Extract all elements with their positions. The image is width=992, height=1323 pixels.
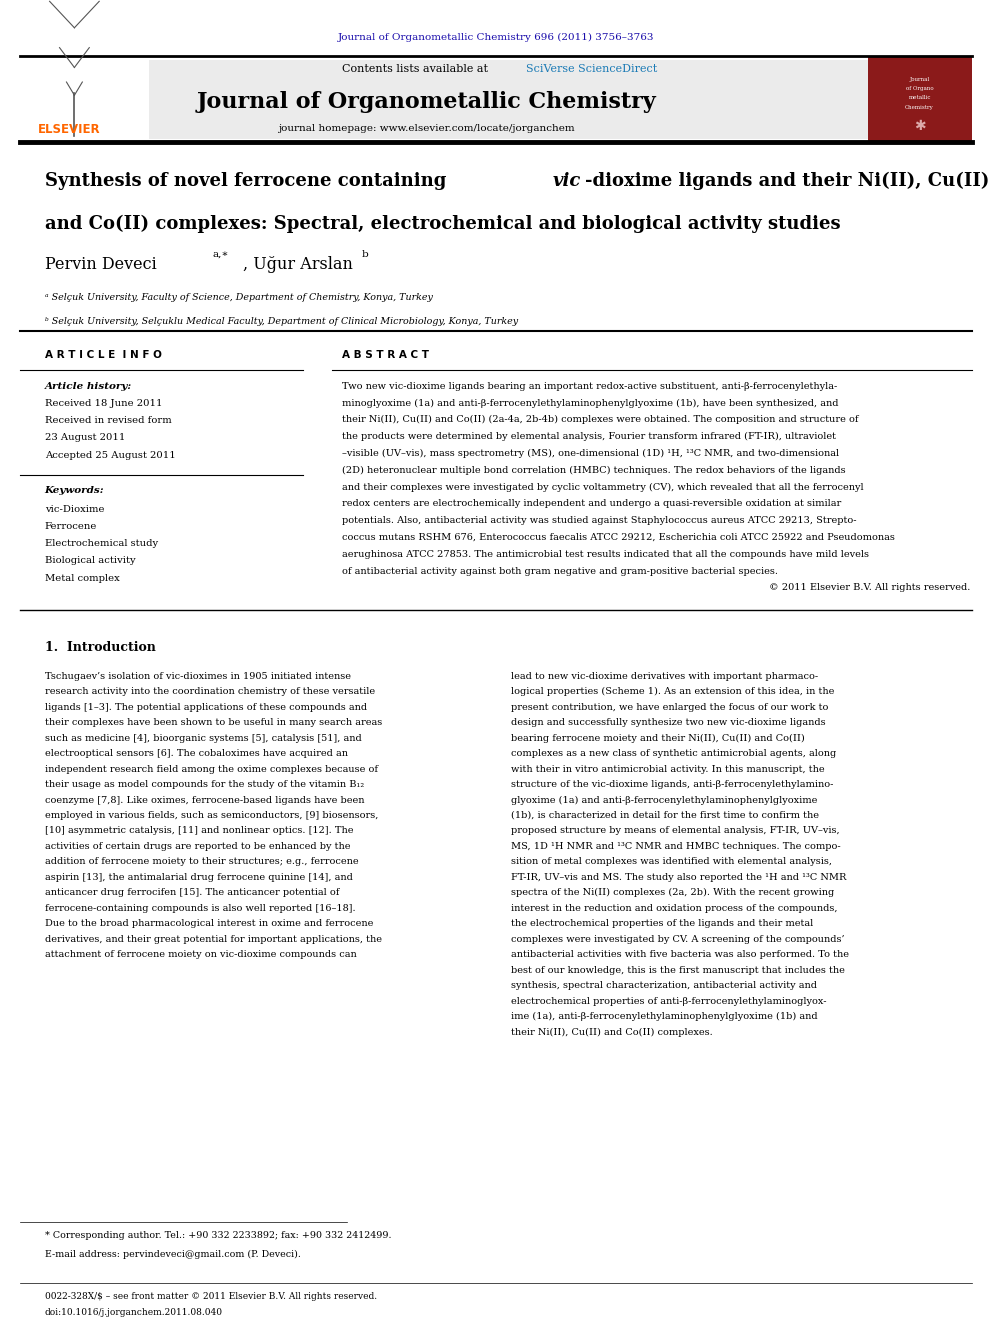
Text: ligands [1–3]. The potential applications of these compounds and: ligands [1–3]. The potential application…: [45, 703, 367, 712]
Text: and their complexes were investigated by cyclic voltammetry (CV), which revealed: and their complexes were investigated by…: [342, 483, 864, 492]
Text: complexes as a new class of synthetic antimicrobial agents, along: complexes as a new class of synthetic an…: [511, 749, 836, 758]
Text: their Ni(II), Cu(II) and Co(II) complexes.: their Ni(II), Cu(II) and Co(II) complexe…: [511, 1028, 712, 1037]
FancyBboxPatch shape: [20, 60, 972, 139]
Text: glyoxime (1a) and anti-β-ferrocenylethylaminophenylglyoxime: glyoxime (1a) and anti-β-ferrocenylethyl…: [511, 795, 817, 804]
Text: Due to the broad pharmacological interest in oxime and ferrocene: Due to the broad pharmacological interes…: [45, 919, 373, 929]
Text: SciVerse ScienceDirect: SciVerse ScienceDirect: [526, 64, 657, 74]
Text: potentials. Also, antibacterial activity was studied against Staphylococcus aure: potentials. Also, antibacterial activity…: [342, 516, 857, 525]
Text: proposed structure by means of elemental analysis, FT-IR, UV–vis,: proposed structure by means of elemental…: [511, 827, 839, 836]
Text: a,∗: a,∗: [212, 250, 229, 258]
Text: A B S T R A C T: A B S T R A C T: [342, 349, 430, 360]
Text: Ferrocene: Ferrocene: [45, 523, 97, 531]
Text: the products were determined by elemental analysis, Fourier transform infrared (: the products were determined by elementa…: [342, 433, 836, 442]
FancyBboxPatch shape: [868, 56, 972, 142]
Text: aerughinosa ATCC 27853. The antimicrobial test results indicated that all the co: aerughinosa ATCC 27853. The antimicrobia…: [342, 550, 869, 558]
Text: addition of ferrocene moiety to their structures; e.g., ferrocene: addition of ferrocene moiety to their st…: [45, 857, 358, 867]
Text: logical properties (Scheme 1). As an extension of this idea, in the: logical properties (Scheme 1). As an ext…: [511, 687, 834, 696]
Text: journal homepage: www.elsevier.com/locate/jorganchem: journal homepage: www.elsevier.com/locat…: [278, 124, 575, 132]
Text: their Ni(II), Cu(II) and Co(II) (2a-4a, 2b-4b) complexes were obtained. The comp: their Ni(II), Cu(II) and Co(II) (2a-4a, …: [342, 415, 859, 425]
Text: vic-Dioxime: vic-Dioxime: [45, 505, 104, 513]
Text: Chemistry: Chemistry: [906, 105, 933, 110]
Text: antibacterial activities with five bacteria was also performed. To the: antibacterial activities with five bacte…: [511, 950, 849, 959]
Text: employed in various fields, such as semiconductors, [9] biosensors,: employed in various fields, such as semi…: [45, 811, 378, 820]
Text: ✱: ✱: [914, 119, 926, 132]
Text: (1b), is characterized in detail for the first time to confirm the: (1b), is characterized in detail for the…: [511, 811, 818, 820]
FancyBboxPatch shape: [20, 60, 149, 139]
Text: lead to new vic-dioxime derivatives with important pharmaco-: lead to new vic-dioxime derivatives with…: [511, 672, 818, 681]
Text: complexes were investigated by CV. A screening of the compounds’: complexes were investigated by CV. A scr…: [511, 935, 844, 943]
Text: Biological activity: Biological activity: [45, 557, 135, 565]
Text: Tschugaev’s isolation of vic-dioximes in 1905 initiated intense: Tschugaev’s isolation of vic-dioximes in…: [45, 672, 350, 681]
Text: with their in vitro antimicrobial activity. In this manuscript, the: with their in vitro antimicrobial activi…: [511, 765, 824, 774]
Text: Pervin Deveci: Pervin Deveci: [45, 257, 157, 273]
Text: attachment of ferrocene moiety on vic-dioxime compounds can: attachment of ferrocene moiety on vic-di…: [45, 950, 356, 959]
Text: Received in revised form: Received in revised form: [45, 417, 172, 425]
Text: Keywords:: Keywords:: [45, 487, 104, 495]
Text: minoglyoxime (1a) and anti-β-ferrocenylethylaminophenylglyoxime (1b), have been : minoglyoxime (1a) and anti-β-ferrocenyle…: [342, 398, 839, 407]
Text: Accepted 25 August 2011: Accepted 25 August 2011: [45, 451, 176, 459]
Text: of Organo: of Organo: [906, 86, 933, 91]
Text: Received 18 June 2011: Received 18 June 2011: [45, 400, 162, 407]
Text: , Uğur Arslan: , Uğur Arslan: [243, 257, 353, 273]
Text: E-mail address: pervindeveci@gmail.com (P. Deveci).: E-mail address: pervindeveci@gmail.com (…: [45, 1250, 301, 1258]
Text: research activity into the coordination chemistry of these versatile: research activity into the coordination …: [45, 687, 375, 696]
Text: ᵇ Selçuk University, Selçuklu Medical Faculty, Department of Clinical Microbiolo: ᵇ Selçuk University, Selçuklu Medical Fa…: [45, 318, 518, 325]
Text: activities of certain drugs are reported to be enhanced by the: activities of certain drugs are reported…: [45, 841, 350, 851]
Text: A R T I C L E  I N F O: A R T I C L E I N F O: [45, 349, 162, 360]
Text: Journal of Organometallic Chemistry 696 (2011) 3756–3763: Journal of Organometallic Chemistry 696 …: [337, 33, 655, 42]
Text: sition of metal complexes was identified with elemental analysis,: sition of metal complexes was identified…: [511, 857, 832, 867]
Text: coccus mutans RSHM 676, Enterococcus faecalis ATCC 29212, Escherichia coli ATCC : coccus mutans RSHM 676, Enterococcus fae…: [342, 533, 895, 542]
Text: FT-IR, UV–vis and MS. The study also reported the ¹H and ¹³C NMR: FT-IR, UV–vis and MS. The study also rep…: [511, 873, 846, 882]
Text: (2D) heteronuclear multiple bond correlation (HMBC) techniques. The redox behavi: (2D) heteronuclear multiple bond correla…: [342, 466, 846, 475]
Text: Article history:: Article history:: [45, 382, 132, 390]
Text: independent research field among the oxime complexes because of: independent research field among the oxi…: [45, 765, 378, 774]
Text: Two new vic-dioxime ligands bearing an important redox-active substituent, anti-: Two new vic-dioxime ligands bearing an i…: [342, 382, 837, 390]
Text: ᵃ Selçuk University, Faculty of Science, Department of Chemistry, Konya, Turkey: ᵃ Selçuk University, Faculty of Science,…: [45, 294, 433, 302]
Text: synthesis, spectral characterization, antibacterial activity and: synthesis, spectral characterization, an…: [511, 982, 816, 991]
Text: present contribution, we have enlarged the focus of our work to: present contribution, we have enlarged t…: [511, 703, 828, 712]
Text: Journal: Journal: [910, 77, 930, 82]
Text: bearing ferrocene moiety and their Ni(II), Cu(II) and Co(II): bearing ferrocene moiety and their Ni(II…: [511, 733, 805, 742]
Text: derivatives, and their great potential for important applications, the: derivatives, and their great potential f…: [45, 935, 382, 943]
Text: coenzyme [7,8]. Like oximes, ferrocene-based ligands have been: coenzyme [7,8]. Like oximes, ferrocene-b…: [45, 795, 364, 804]
Text: ime (1a), anti-β-ferrocenylethylaminophenylglyoxime (1b) and: ime (1a), anti-β-ferrocenylethylaminophe…: [511, 1012, 817, 1021]
Text: -dioxime ligands and their Ni(II), Cu(II): -dioxime ligands and their Ni(II), Cu(II…: [585, 172, 990, 191]
Text: anticancer drug ferrocifen [15]. The anticancer potential of: anticancer drug ferrocifen [15]. The ant…: [45, 888, 339, 897]
Text: redox centers are electrochemically independent and undergo a quasi-reversible o: redox centers are electrochemically inde…: [342, 499, 841, 508]
Text: doi:10.1016/j.jorganchem.2011.08.040: doi:10.1016/j.jorganchem.2011.08.040: [45, 1308, 222, 1316]
Text: design and successfully synthesize two new vic-dioxime ligands: design and successfully synthesize two n…: [511, 718, 825, 728]
Text: © 2011 Elsevier B.V. All rights reserved.: © 2011 Elsevier B.V. All rights reserved…: [769, 583, 970, 593]
Text: such as medicine [4], bioorganic systems [5], catalysis [51], and: such as medicine [4], bioorganic systems…: [45, 733, 361, 742]
Text: Journal of Organometallic Chemistry: Journal of Organometallic Chemistry: [196, 91, 657, 112]
Text: aspirin [13], the antimalarial drug ferrocene quinine [14], and: aspirin [13], the antimalarial drug ferr…: [45, 873, 352, 882]
Text: electrooptical sensors [6]. The cobaloximes have acquired an: electrooptical sensors [6]. The cobaloxi…: [45, 749, 347, 758]
Text: MS, 1D ¹H NMR and ¹³C NMR and HMBC techniques. The compo-: MS, 1D ¹H NMR and ¹³C NMR and HMBC techn…: [511, 841, 840, 851]
Text: Synthesis of novel ferrocene containing: Synthesis of novel ferrocene containing: [45, 172, 452, 191]
Text: vic: vic: [553, 172, 581, 191]
Text: and Co(II) complexes: Spectral, electrochemical and biological activity studies: and Co(II) complexes: Spectral, electroc…: [45, 214, 840, 233]
Text: –visible (UV–vis), mass spectrometry (MS), one-dimensional (1D) ¹H, ¹³C NMR, and: –visible (UV–vis), mass spectrometry (MS…: [342, 448, 839, 458]
Text: interest in the reduction and oxidation process of the compounds,: interest in the reduction and oxidation …: [511, 904, 837, 913]
Text: ELSEVIER: ELSEVIER: [38, 123, 100, 136]
Text: * Corresponding author. Tel.: +90 332 2233892; fax: +90 332 2412499.: * Corresponding author. Tel.: +90 332 22…: [45, 1232, 391, 1240]
Text: the electrochemical properties of the ligands and their metal: the electrochemical properties of the li…: [511, 919, 813, 929]
Text: their complexes have been shown to be useful in many search areas: their complexes have been shown to be us…: [45, 718, 382, 728]
Text: b: b: [362, 250, 369, 258]
Text: their usage as model compounds for the study of the vitamin B₁₂: their usage as model compounds for the s…: [45, 781, 364, 789]
Text: of antibacterial activity against both gram negative and gram-positive bacterial: of antibacterial activity against both g…: [342, 566, 779, 576]
Text: [10] asymmetric catalysis, [11] and nonlinear optics. [12]. The: [10] asymmetric catalysis, [11] and nonl…: [45, 827, 353, 836]
Text: ferrocene-containing compounds is also well reported [16–18].: ferrocene-containing compounds is also w…: [45, 904, 355, 913]
Text: metallic: metallic: [909, 95, 930, 101]
Text: spectra of the Ni(II) complexes (2a, 2b). With the recent growing: spectra of the Ni(II) complexes (2a, 2b)…: [511, 888, 834, 897]
Text: best of our knowledge, this is the first manuscript that includes the: best of our knowledge, this is the first…: [511, 966, 845, 975]
Text: Electrochemical study: Electrochemical study: [45, 540, 158, 548]
Text: structure of the vic-dioxime ligands, anti-β-ferrocenylethylamino-: structure of the vic-dioxime ligands, an…: [511, 781, 833, 789]
Text: electrochemical properties of anti-β-ferrocenylethylaminoglyox-: electrochemical properties of anti-β-fer…: [511, 996, 826, 1005]
Text: 1.  Introduction: 1. Introduction: [45, 640, 156, 654]
Text: Contents lists available at: Contents lists available at: [342, 64, 492, 74]
Text: 23 August 2011: 23 August 2011: [45, 434, 125, 442]
Text: Metal complex: Metal complex: [45, 574, 119, 582]
Text: 0022-328X/$ – see front matter © 2011 Elsevier B.V. All rights reserved.: 0022-328X/$ – see front matter © 2011 El…: [45, 1293, 377, 1301]
